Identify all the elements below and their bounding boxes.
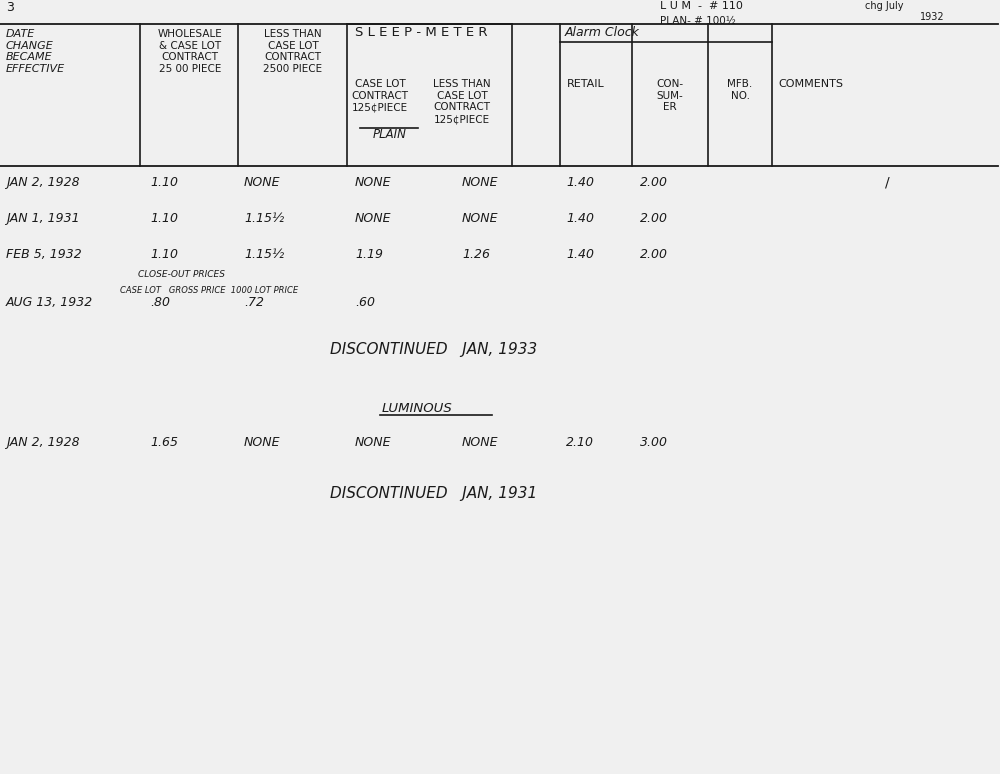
Text: 2.00: 2.00 <box>640 248 668 261</box>
Text: JAN 1, 1931: JAN 1, 1931 <box>6 212 80 225</box>
Text: NONE: NONE <box>462 212 498 225</box>
Text: 3: 3 <box>6 1 14 14</box>
Text: 2.00: 2.00 <box>640 212 668 225</box>
Text: CASE LOT   GROSS PRICE  1000 LOT PRICE: CASE LOT GROSS PRICE 1000 LOT PRICE <box>120 286 298 295</box>
Text: DISCONTINUED   JAN, 1933: DISCONTINUED JAN, 1933 <box>330 342 537 357</box>
Text: 1.10: 1.10 <box>150 212 178 225</box>
Text: CON-
SUM-
ER: CON- SUM- ER <box>656 79 684 112</box>
Text: WHOLESALE
& CASE LOT
CONTRACT
25 00 PIECE: WHOLESALE & CASE LOT CONTRACT 25 00 PIEC… <box>158 29 222 74</box>
Text: NONE: NONE <box>355 176 392 189</box>
Text: 2.00: 2.00 <box>640 176 668 189</box>
Text: 1.19: 1.19 <box>355 248 383 261</box>
Text: JAN 2, 1928: JAN 2, 1928 <box>6 176 80 189</box>
Text: 1.40: 1.40 <box>566 248 594 261</box>
Text: 1.40: 1.40 <box>566 212 594 225</box>
Text: CLOSE-OUT PRICES: CLOSE-OUT PRICES <box>138 270 225 279</box>
Text: 3.00: 3.00 <box>640 436 668 449</box>
Text: NONE: NONE <box>462 436 498 449</box>
Text: Alarm Clock: Alarm Clock <box>565 26 640 39</box>
Text: NONE: NONE <box>355 212 392 225</box>
Text: CASE LOT
CONTRACT
125¢PIECE: CASE LOT CONTRACT 125¢PIECE <box>352 79 409 112</box>
Text: NONE: NONE <box>355 436 392 449</box>
Text: 1.40: 1.40 <box>566 176 594 189</box>
Text: COMMENTS: COMMENTS <box>778 79 843 89</box>
Text: .60: .60 <box>355 296 375 309</box>
Text: 1932: 1932 <box>920 12 945 22</box>
Text: /: / <box>885 176 890 190</box>
Text: L U M  -  # 110: L U M - # 110 <box>660 1 743 11</box>
Text: AUG 13, 1932: AUG 13, 1932 <box>6 296 93 309</box>
Text: 1.10: 1.10 <box>150 176 178 189</box>
Text: LESS THAN
CASE LOT
CONTRACT
2500 PIECE: LESS THAN CASE LOT CONTRACT 2500 PIECE <box>263 29 323 74</box>
Text: NONE: NONE <box>244 436 280 449</box>
Text: S L E E P - M E T E R: S L E E P - M E T E R <box>355 26 488 39</box>
Text: 1.65: 1.65 <box>150 436 178 449</box>
Text: PLAIN: PLAIN <box>373 128 407 141</box>
Text: .80: .80 <box>150 296 170 309</box>
Text: 2.10: 2.10 <box>566 436 594 449</box>
Text: FEB 5, 1932: FEB 5, 1932 <box>6 248 82 261</box>
Text: DISCONTINUED   JAN, 1931: DISCONTINUED JAN, 1931 <box>330 486 537 501</box>
Text: RETAIL: RETAIL <box>567 79 605 89</box>
Text: LUMINOUS: LUMINOUS <box>382 402 453 415</box>
Text: MFB.
NO.: MFB. NO. <box>727 79 753 101</box>
Text: JAN 2, 1928: JAN 2, 1928 <box>6 436 80 449</box>
Text: 1.26: 1.26 <box>462 248 490 261</box>
Text: chg July: chg July <box>865 1 904 11</box>
Text: DATE
CHANGE
BECAME
EFFECTIVE: DATE CHANGE BECAME EFFECTIVE <box>6 29 65 74</box>
Text: 1.15½: 1.15½ <box>244 248 284 261</box>
Text: LESS THAN
CASE LOT
CONTRACT
125¢PIECE: LESS THAN CASE LOT CONTRACT 125¢PIECE <box>433 79 491 124</box>
Text: NONE: NONE <box>244 176 280 189</box>
Text: PLAN- # 100½: PLAN- # 100½ <box>660 16 736 26</box>
Text: 1.10: 1.10 <box>150 248 178 261</box>
Text: 1.15½: 1.15½ <box>244 212 284 225</box>
Text: .72: .72 <box>244 296 264 309</box>
Text: NONE: NONE <box>462 176 498 189</box>
